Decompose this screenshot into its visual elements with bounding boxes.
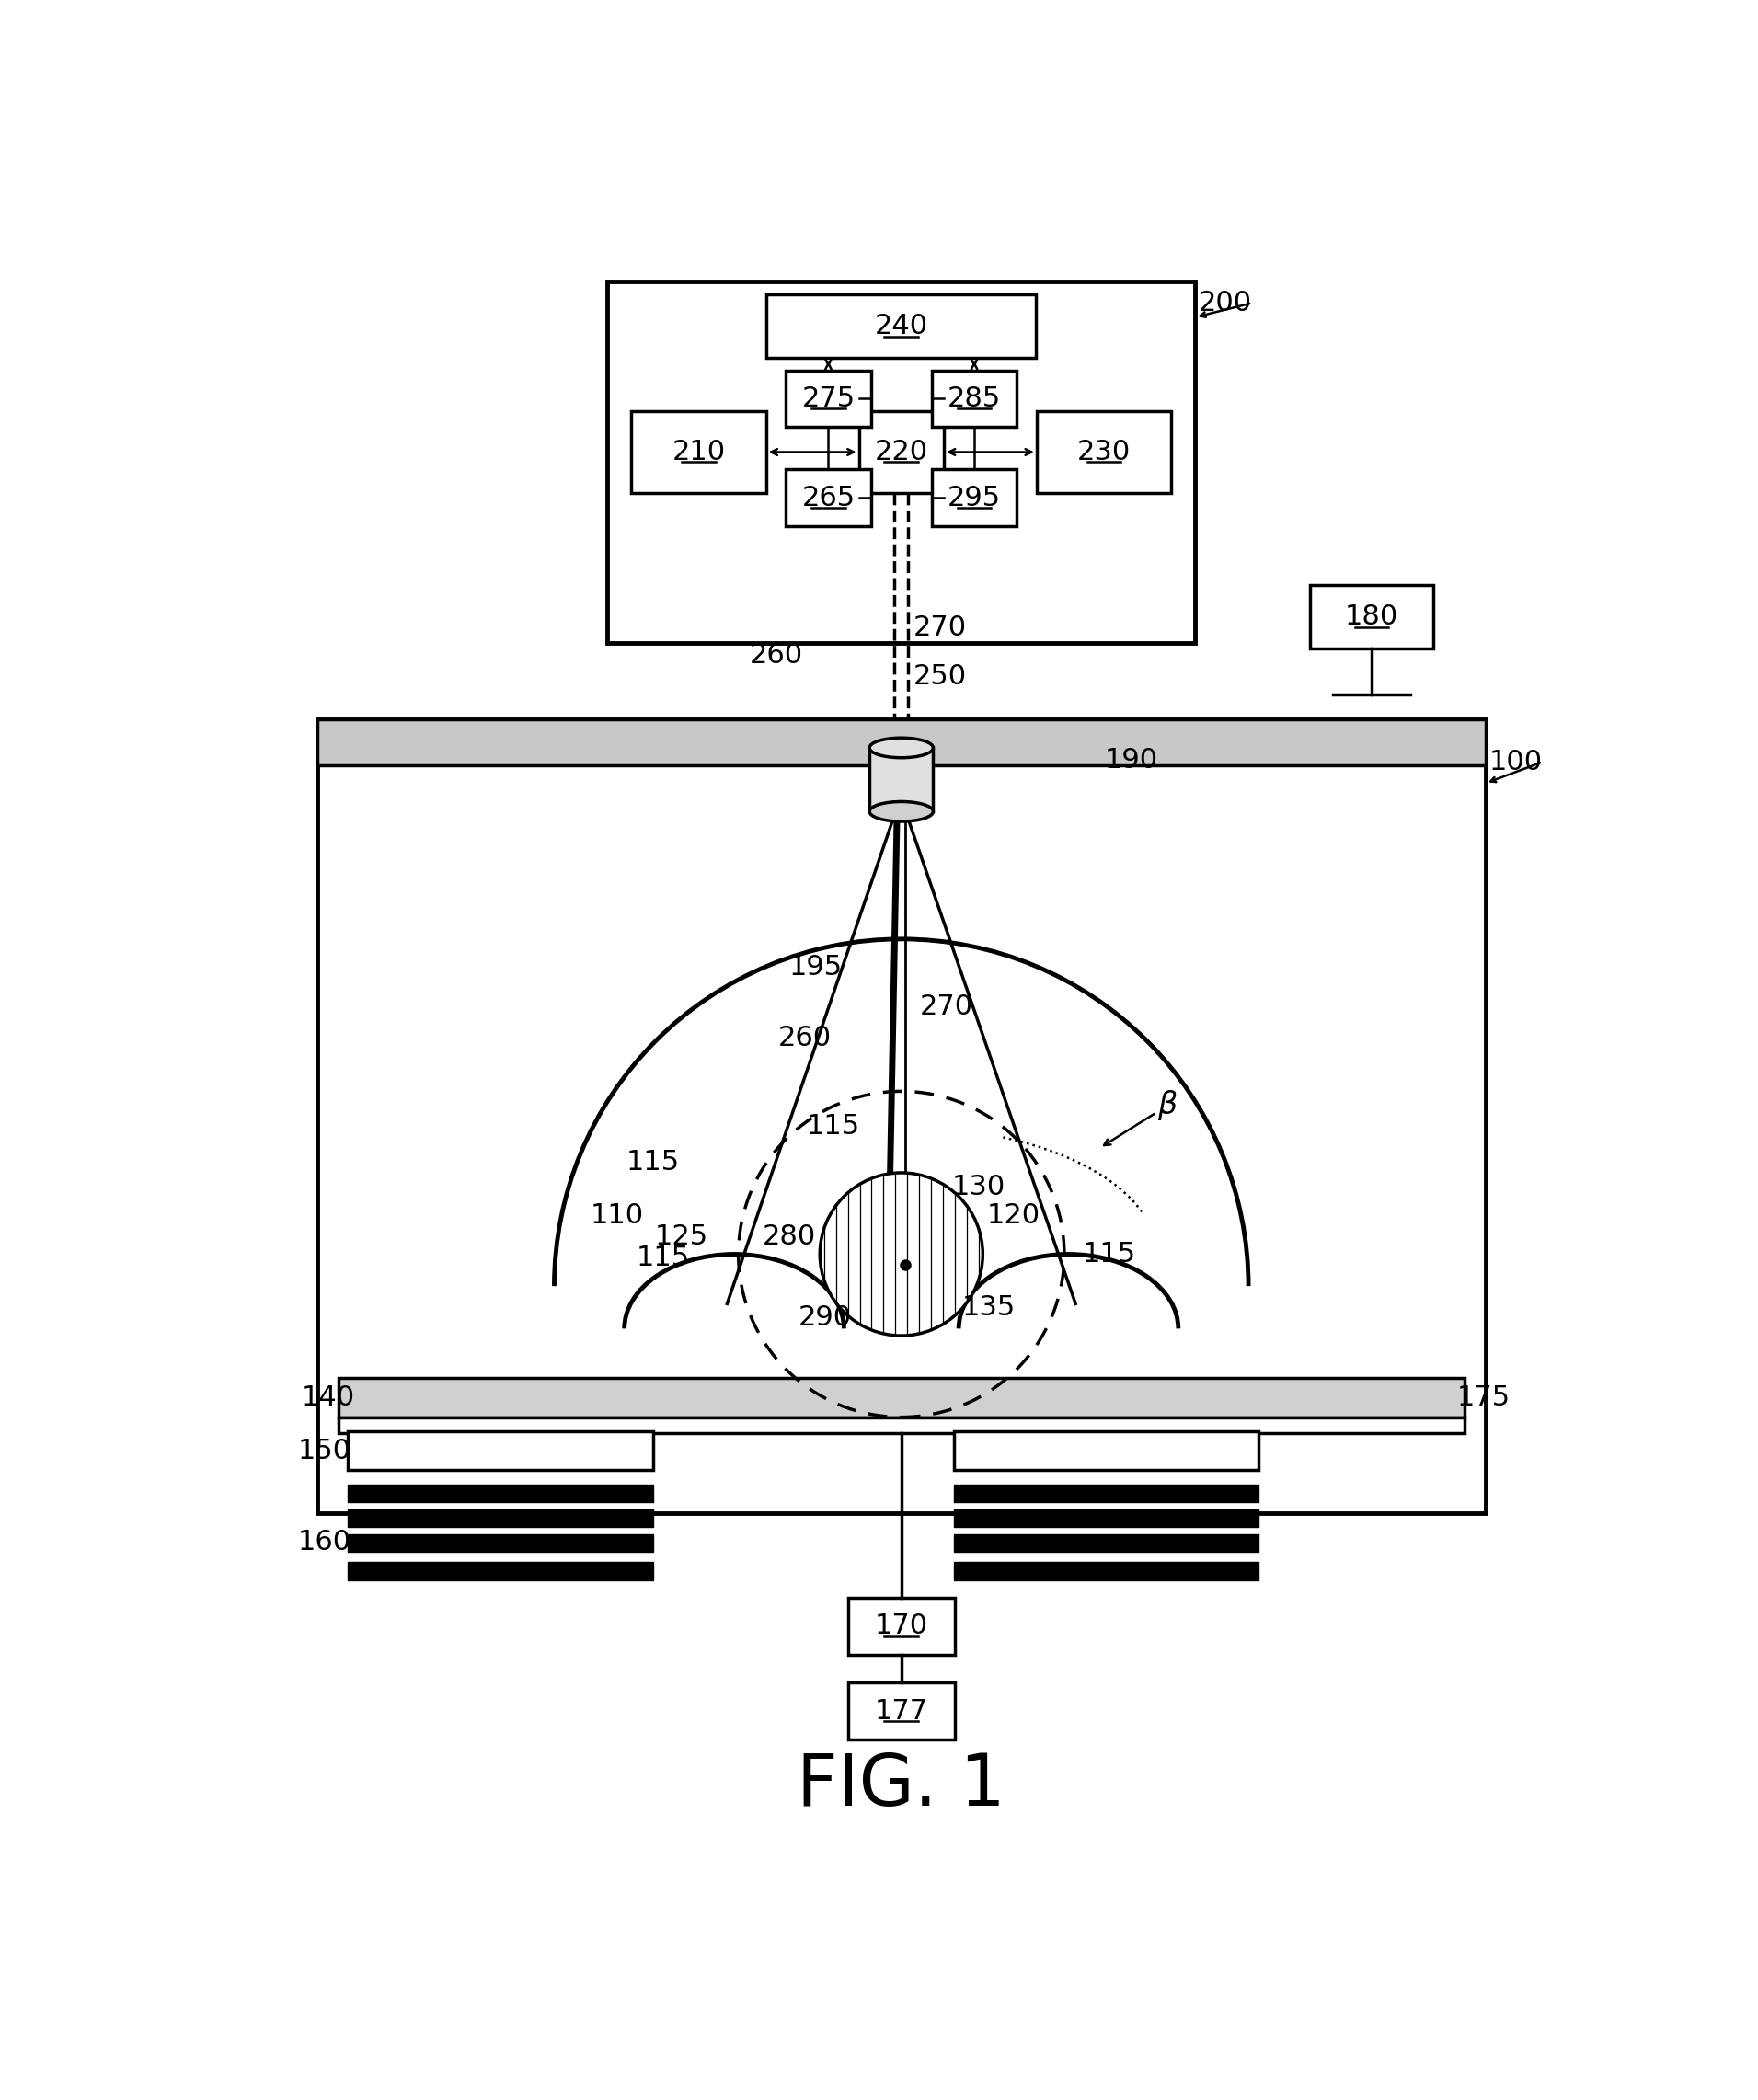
Bar <box>316 720 1486 766</box>
Text: 295: 295 <box>948 485 1000 510</box>
Text: 220: 220 <box>874 439 928 466</box>
Text: 115: 115 <box>1083 1241 1136 1268</box>
Text: 280: 280 <box>763 1222 816 1250</box>
Bar <box>932 370 1016 426</box>
Text: 200: 200 <box>1199 290 1252 317</box>
Bar <box>338 1378 1464 1418</box>
Text: 240: 240 <box>874 313 928 340</box>
Bar <box>766 294 1035 359</box>
Text: 115: 115 <box>626 1149 679 1176</box>
Text: 210: 210 <box>672 439 726 466</box>
Text: 195: 195 <box>789 953 842 981</box>
Bar <box>786 470 870 527</box>
Text: 170: 170 <box>874 1613 928 1640</box>
Text: 175: 175 <box>1457 1384 1510 1411</box>
Text: 115: 115 <box>807 1113 860 1140</box>
Bar <box>316 720 1486 1512</box>
Text: 110: 110 <box>591 1201 643 1228</box>
Text: 140: 140 <box>302 1384 355 1411</box>
Text: 100: 100 <box>1489 748 1544 775</box>
Bar <box>847 1682 955 1739</box>
Text: 115: 115 <box>636 1245 691 1270</box>
Text: 285: 285 <box>948 384 1000 412</box>
Text: α: α <box>932 1247 949 1275</box>
Text: 230: 230 <box>1078 439 1130 466</box>
Text: 130: 130 <box>951 1174 1006 1201</box>
Text: 260: 260 <box>779 1025 832 1052</box>
Ellipse shape <box>870 802 933 821</box>
Bar <box>338 1418 1464 1432</box>
Text: 250: 250 <box>912 664 967 691</box>
Bar <box>870 748 933 811</box>
Bar <box>860 412 944 493</box>
Text: 135: 135 <box>962 1294 1016 1321</box>
Text: 120: 120 <box>988 1201 1041 1228</box>
Text: 265: 265 <box>802 485 854 510</box>
Text: FIG. 1: FIG. 1 <box>796 1751 1006 1821</box>
Ellipse shape <box>870 737 933 758</box>
Bar <box>932 470 1016 527</box>
Bar <box>1310 586 1435 649</box>
Bar <box>955 1432 1259 1470</box>
Bar <box>786 370 870 426</box>
Text: 270: 270 <box>912 613 967 640</box>
Bar <box>847 1598 955 1655</box>
Text: 275: 275 <box>802 384 854 412</box>
Text: 160: 160 <box>299 1529 352 1556</box>
Text: 125: 125 <box>654 1222 708 1250</box>
Text: 270: 270 <box>919 993 974 1021</box>
Bar <box>348 1432 652 1470</box>
Text: 150: 150 <box>299 1436 352 1464</box>
Circle shape <box>819 1172 983 1336</box>
Bar <box>1037 412 1171 493</box>
Text: 190: 190 <box>1104 748 1157 773</box>
Text: 260: 260 <box>751 643 803 670</box>
Bar <box>631 412 766 493</box>
Bar <box>607 281 1195 643</box>
Text: 290: 290 <box>798 1304 851 1331</box>
Text: 180: 180 <box>1345 603 1398 630</box>
Text: 177: 177 <box>874 1697 928 1724</box>
Text: β: β <box>1157 1090 1176 1121</box>
